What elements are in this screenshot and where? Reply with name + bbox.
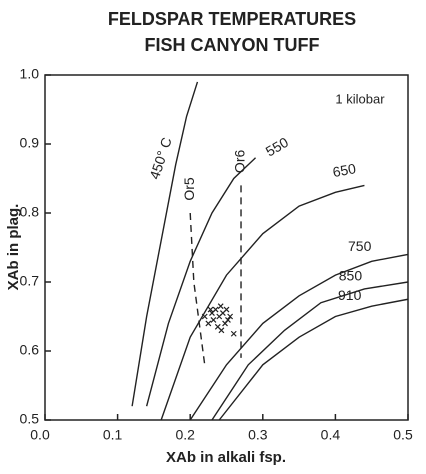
data-point (217, 303, 224, 310)
series-label: 550 (263, 134, 291, 160)
data-point (205, 320, 212, 327)
y-tick-label: 0.9 (20, 135, 40, 151)
data-point (230, 330, 237, 337)
isotherm (218, 298, 409, 421)
chart-subtitle: FISH CANYON TUFF (145, 35, 320, 55)
y-tick-label: 0.8 (20, 204, 40, 220)
data-point (223, 306, 230, 313)
series-label: 910 (338, 287, 362, 303)
plot-frame (44, 74, 409, 421)
data-point (201, 313, 208, 320)
data-point (218, 327, 225, 334)
dashed-line (189, 212, 206, 365)
series-label: 850 (339, 268, 363, 284)
data-point (210, 317, 217, 323)
series-label: 450° C (146, 135, 174, 181)
data-point (225, 317, 231, 323)
y-tick-label: 0.5 (20, 411, 40, 427)
chart-title: FELDSPAR TEMPERATURES (108, 9, 356, 29)
x-tick-label: 0.0 (30, 427, 50, 443)
data-point (227, 313, 234, 320)
series-label: 750 (348, 238, 372, 254)
x-tick-label: 0.3 (248, 427, 268, 443)
y-tick-label: 0.7 (20, 273, 40, 289)
y-axis-label: XAb in plag. (5, 204, 22, 291)
x-tick-label: 0.4 (321, 427, 341, 443)
x-tick-label: 0.1 (103, 427, 123, 443)
series-label: 650 (331, 160, 357, 180)
x-tick-label: 0.2 (175, 427, 195, 443)
data-point (207, 306, 214, 313)
y-tick-label: 1.0 (20, 66, 40, 82)
series-label: Or6 (232, 150, 248, 174)
annotation: 1 kilobar (335, 91, 385, 106)
isotherm (131, 81, 199, 407)
isotherm (145, 157, 257, 407)
x-tick-label: 0.5 (393, 427, 413, 443)
x-axis-label: XAb in alkali fsp. (166, 449, 286, 466)
y-tick-label: 0.6 (20, 342, 40, 358)
isotherm (211, 281, 409, 421)
data-point (212, 306, 219, 313)
isotherm (160, 184, 365, 421)
series-label: Or5 (181, 177, 197, 201)
isotherm (189, 253, 409, 421)
